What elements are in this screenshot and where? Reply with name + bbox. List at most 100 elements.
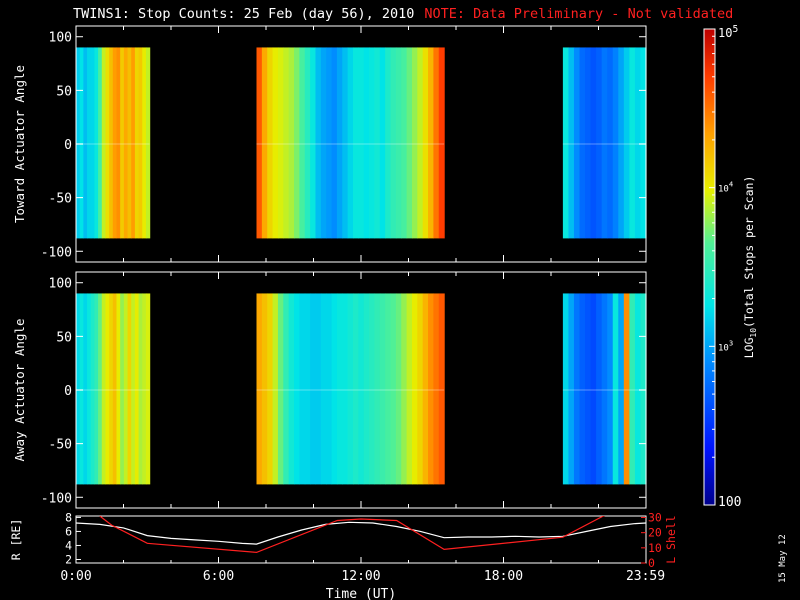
heatmap-column [127, 293, 132, 485]
heatmap-column [331, 47, 338, 239]
heatmap-column [573, 293, 581, 485]
heatmap-column [562, 47, 570, 239]
heatmap-column [116, 47, 121, 239]
heatmap-column [438, 47, 445, 239]
heatmap-column [629, 293, 636, 485]
heatmap-column [601, 293, 608, 485]
colorbar-label-bottom: 100 [718, 495, 741, 510]
heatmap-column [310, 47, 317, 239]
heatmap-column [401, 47, 408, 239]
heatmap-column [261, 293, 268, 485]
heatmap-column [294, 47, 300, 239]
heatmap-column [123, 47, 129, 239]
r-tick-label: 4 [65, 538, 72, 552]
heatmap-column [83, 293, 88, 485]
title-text: TWINS1: Stop Counts: 25 Feb (day 56), 20… [73, 6, 415, 22]
heatmap-column [374, 293, 381, 485]
l-shell-tick-label: 0 [648, 556, 655, 570]
heatmap-column [363, 47, 370, 239]
heatmap-column [352, 47, 359, 239]
heatmap-column [315, 293, 322, 485]
heatmap-column [379, 47, 386, 239]
colorbar-label-low-exponent: 3 [729, 338, 733, 347]
heatmap-column [629, 47, 636, 239]
l-shell-tick-label: 10 [648, 541, 662, 555]
heatmap-column [131, 293, 136, 485]
heatmap-column [417, 293, 424, 485]
heatmap-column [579, 47, 586, 239]
y-tick-label: -100 [41, 245, 72, 260]
r-axis-label: R [RE] [9, 519, 23, 561]
heatmap-column [438, 293, 445, 485]
heatmap-column [320, 47, 327, 239]
heatmap-column [288, 47, 295, 239]
heatmap-column [134, 293, 140, 485]
heatmap-column [326, 293, 333, 485]
heatmap-column [623, 293, 630, 485]
heatmap-column [145, 293, 151, 485]
l-shell-tick-label: 30 [648, 511, 662, 525]
heatmap-column [634, 293, 642, 485]
y-tick-label: 50 [56, 330, 72, 345]
date-stamp: 15 May 12 [778, 534, 788, 583]
heatmap-column [395, 293, 402, 485]
heatmap-column [127, 47, 132, 239]
heatmap-column [299, 293, 306, 485]
heatmap-column [390, 47, 397, 239]
heatmap-column [101, 293, 107, 485]
heatmap-column [428, 293, 434, 485]
r-tick-label: 6 [65, 524, 72, 538]
heatmap-column [568, 47, 575, 239]
heatmap-column [256, 47, 263, 239]
heatmap-column [379, 293, 386, 485]
heatmap-column [395, 47, 402, 239]
r-tick-label: 2 [65, 552, 72, 566]
heatmap-column [94, 293, 99, 485]
heatmap-column [358, 47, 365, 239]
y-tick-label: 0 [64, 384, 72, 399]
heatmap-column [568, 293, 575, 485]
heatmap-column [138, 47, 143, 239]
heatmap-column [98, 47, 103, 239]
y-tick-label: -50 [49, 438, 72, 453]
colorbar-label-subscript: 10 [749, 328, 758, 338]
heatmap-column [623, 47, 630, 239]
heatmap-column [369, 293, 376, 485]
heatmap-column [105, 293, 110, 485]
heatmap-column [90, 47, 95, 239]
r-tick-label: 8 [65, 510, 72, 524]
heatmap-column [120, 293, 125, 485]
heatmap-column [352, 293, 359, 485]
l-shell-line [99, 516, 606, 554]
heatmap-column [138, 293, 143, 485]
heatmap-column [112, 293, 118, 485]
colorbar-label-top: 105 [718, 24, 738, 40]
heatmap-column [634, 47, 642, 239]
heatmap-column [422, 47, 429, 239]
heatmap-column [406, 293, 413, 485]
heatmap-column [109, 293, 114, 485]
heatmap-column [131, 47, 136, 239]
heatmap-column [374, 47, 381, 239]
l-shell-tick-label: 20 [648, 526, 662, 540]
heatmap-column [283, 293, 290, 485]
heatmap-column [596, 47, 603, 239]
heatmap-column [336, 47, 343, 239]
heatmap-column [363, 293, 370, 485]
heatmap-column [406, 47, 413, 239]
heatmap-column [390, 293, 397, 485]
heatmap-column [272, 293, 279, 485]
heatmap-column [116, 293, 121, 485]
heatmap-column [596, 293, 603, 485]
y-axis-label: Toward Actuator Angle [12, 65, 27, 223]
heatmap-column [267, 293, 274, 485]
heatmap-column [105, 47, 110, 239]
x-axis-label: Time (UT) [326, 587, 396, 600]
heatmap-column [76, 293, 81, 485]
heatmap-column [411, 47, 418, 239]
heatmap-column [299, 47, 306, 239]
heatmap-column [98, 293, 103, 485]
heatmap-column [256, 293, 263, 485]
